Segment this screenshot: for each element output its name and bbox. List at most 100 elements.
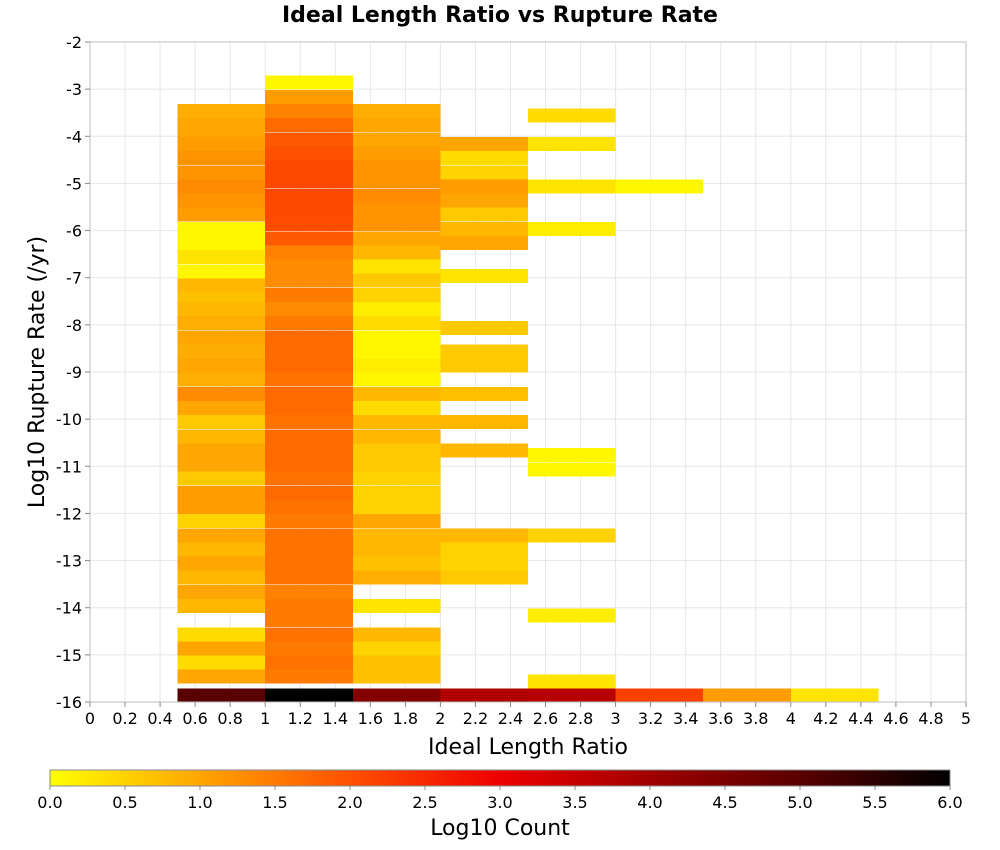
heatmap-cell <box>352 528 441 543</box>
heatmap-cell <box>265 245 353 260</box>
heatmap-cell <box>177 344 266 359</box>
heatmap-cell <box>177 316 266 331</box>
colorbar-tick-label: 5.0 <box>787 793 812 812</box>
heatmap-cell <box>265 528 353 543</box>
y-tick-label: -7 <box>66 269 82 288</box>
heatmap-cell <box>352 598 441 614</box>
heatmap-cell <box>528 674 616 689</box>
heatmap-cell <box>440 320 528 335</box>
heatmap-cell <box>265 118 353 133</box>
heatmap-cell <box>177 688 266 703</box>
heatmap-cell <box>615 179 704 194</box>
heatmap-cell <box>177 499 266 515</box>
heatmap-cell <box>440 688 528 703</box>
heatmap-cell <box>265 443 353 458</box>
heatmap-cell <box>352 542 441 557</box>
heatmap-cell <box>265 75 353 90</box>
heatmap-cell <box>352 570 441 585</box>
heatmap-cell <box>177 641 266 656</box>
heatmap-cell <box>528 179 616 194</box>
x-tick-label: 4.8 <box>918 709 943 728</box>
colorbar-tick-label: 3.5 <box>562 793 587 812</box>
heatmap-cell <box>265 386 353 401</box>
heatmap-cell <box>528 448 616 463</box>
colorbar-tick-label: 1.5 <box>262 793 287 812</box>
heatmap-cell <box>177 443 266 458</box>
x-tick-label: 0.6 <box>182 709 207 728</box>
heatmap-cell <box>440 443 528 458</box>
heatmap-cell <box>265 598 353 614</box>
colorbar-label: Log10 Count <box>430 816 570 841</box>
heatmap-cell <box>352 103 441 119</box>
heatmap-cell <box>440 136 528 152</box>
chart-title: Ideal Length Ratio vs Rupture Rate <box>282 3 718 28</box>
x-tick-label: 3.6 <box>708 709 733 728</box>
heatmap-cell <box>352 372 441 387</box>
y-tick-label: -16 <box>56 693 82 712</box>
heatmap-cell <box>440 542 528 557</box>
heatmap-cell <box>352 655 441 670</box>
heatmap-cell <box>265 372 353 387</box>
heatmap-cell <box>177 386 266 401</box>
y-tick-label: -13 <box>56 552 82 571</box>
heatmap-cell <box>265 499 353 515</box>
heatmap-cell <box>528 108 616 123</box>
colorbar-tick-label: 4.5 <box>712 793 737 812</box>
heatmap-cell <box>352 627 441 642</box>
x-tick-label: 2.2 <box>463 709 488 728</box>
heatmap-cell <box>528 221 616 236</box>
heatmap-cell <box>265 316 353 331</box>
heatmap-cell <box>440 528 528 543</box>
heatmap-cell <box>440 344 528 359</box>
y-tick-label: -11 <box>56 457 82 476</box>
x-tick-label: 0.4 <box>147 709 172 728</box>
heatmap-cell <box>177 165 266 180</box>
heatmap-cell <box>528 688 616 703</box>
heatmap-cell <box>177 118 266 133</box>
heatmap-cell <box>265 273 353 288</box>
heatmap-cell <box>265 400 353 416</box>
heatmap-cell <box>177 556 266 571</box>
heatmap-cell <box>265 330 353 345</box>
heatmap-cell <box>352 429 441 444</box>
heatmap-cell <box>265 202 353 218</box>
x-axis-ticks: 0 0.2 0.4 0.6 0.8 1 1.2 1.4 1.6 1.8 2 2.2 2.4 2.6 2.8 3… <box>85 702 971 728</box>
x-tick-label: 2.6 <box>533 709 558 728</box>
heatmap-cell <box>265 231 353 246</box>
colorbar <box>49 769 951 787</box>
heatmap-cell <box>352 415 441 430</box>
heatmap-cell <box>265 514 353 529</box>
x-tick-label: 3.8 <box>743 709 768 728</box>
heatmap-cell <box>352 499 441 515</box>
y-tick-label: -4 <box>66 127 82 146</box>
y-tick-label: -8 <box>66 316 82 335</box>
heatmap-cell <box>352 118 441 133</box>
y-axis-label: Log10 Rupture Rate (/yr) <box>25 236 50 508</box>
x-tick-label: 2.4 <box>498 709 523 728</box>
heatmap-cell <box>177 221 266 236</box>
heatmap-cell <box>177 136 266 152</box>
heatmap-cell <box>352 231 441 246</box>
heatmap-cell <box>352 146 441 161</box>
heatmap-cell <box>265 174 353 189</box>
heatmap-cell <box>528 462 616 477</box>
heatmap-cell <box>177 415 266 430</box>
x-tick-label: 1.4 <box>323 709 348 728</box>
heatmap-cell <box>440 235 528 251</box>
colorbar-tick-label: 6.0 <box>937 793 962 812</box>
heatmap-cell <box>352 202 441 218</box>
heatmap-cell <box>265 613 353 628</box>
heatmap-cell <box>352 358 441 373</box>
heatmap-cell <box>265 217 353 232</box>
heatmap-cell <box>352 485 441 500</box>
x-tick-label: 3.2 <box>638 709 663 728</box>
heatmap-cell <box>177 250 266 265</box>
heatmap-cell <box>440 556 528 571</box>
colorbar-tick-label: 1.0 <box>187 793 212 812</box>
heatmap-cell <box>352 688 441 703</box>
heatmap-cell <box>352 259 441 274</box>
heatmap-cell <box>177 669 266 684</box>
heatmap-cell <box>177 179 266 194</box>
x-tick-label: 1.2 <box>288 709 313 728</box>
